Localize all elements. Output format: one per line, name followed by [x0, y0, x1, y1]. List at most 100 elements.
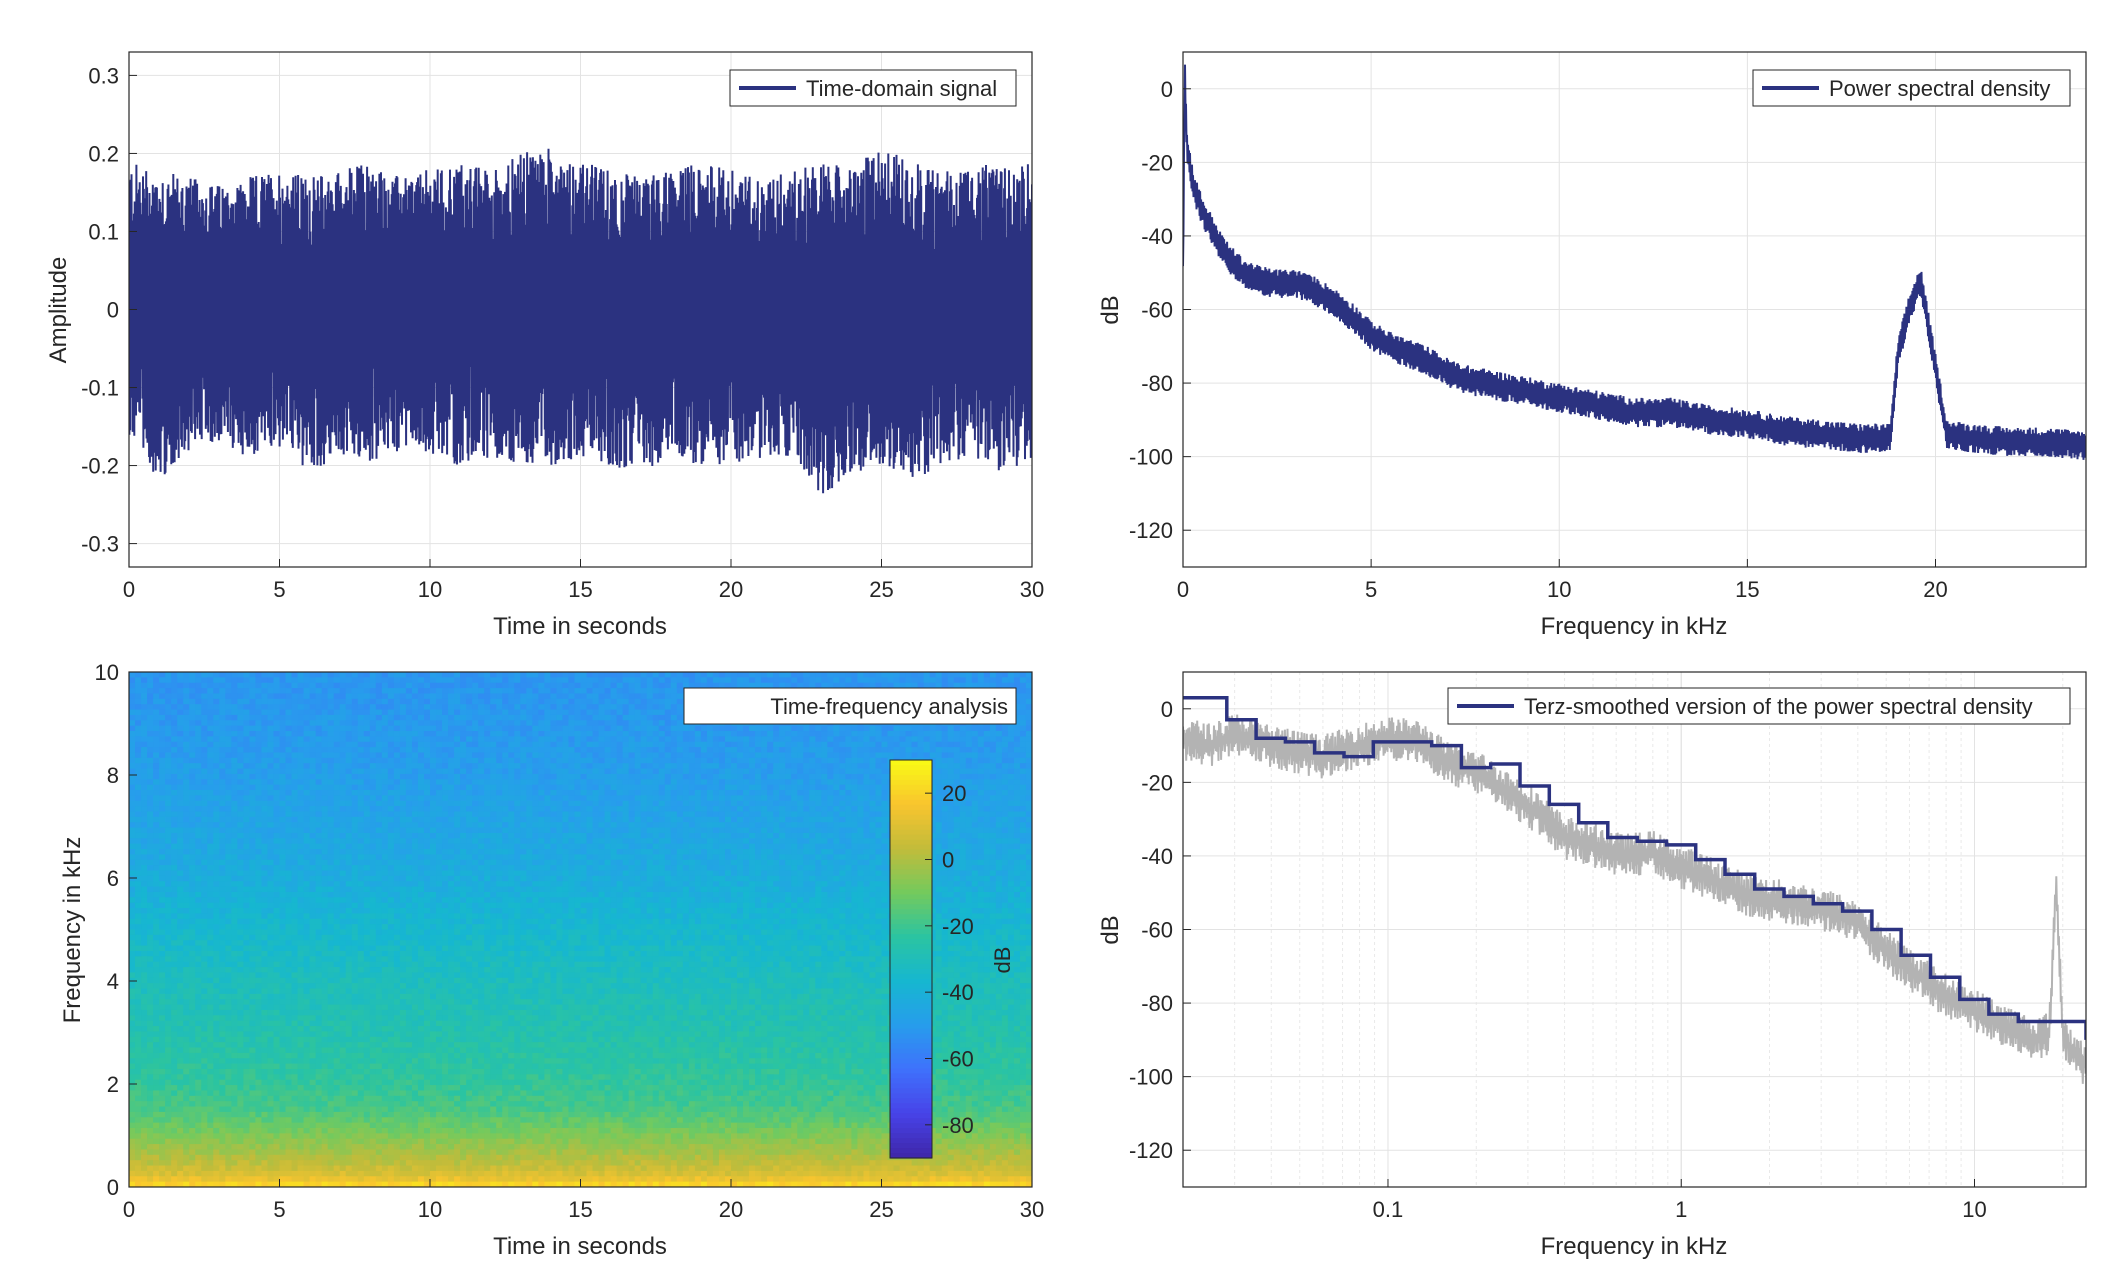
spectrogram-cell [634, 682, 642, 689]
spectrogram-cell [724, 800, 732, 807]
spectrogram-cell [827, 779, 834, 786]
spectrogram-cell [255, 714, 263, 721]
spectrogram-cell [399, 736, 407, 743]
spectrogram-cell [941, 757, 949, 764]
spectrogram-cell [538, 688, 545, 695]
spectrogram-cell [995, 822, 1003, 829]
spectrogram-cell [628, 720, 636, 727]
spectrogram-cell [634, 838, 642, 845]
spectrogram-cell [791, 790, 798, 796]
spectrogram-cell [839, 768, 846, 775]
spectrogram-cell [490, 709, 497, 716]
spectrogram-cell [315, 843, 323, 850]
spectrogram-cell [911, 736, 919, 743]
spectrogram-cell [821, 779, 828, 786]
spectrogram-cell [1007, 747, 1015, 754]
spectrogram-cell [484, 843, 491, 850]
spectrogram-cell [1001, 827, 1009, 834]
spectrogram-cell [670, 693, 678, 700]
spectrogram-cell [490, 822, 497, 829]
spectrogram-cell [737, 806, 744, 813]
spectrogram-cell [959, 822, 967, 829]
spectrogram-cell [743, 773, 750, 780]
spectrogram-cell [706, 784, 714, 791]
spectrogram-cell [171, 698, 178, 705]
spectrogram-cell [273, 725, 281, 732]
spectrogram-cell [592, 720, 600, 727]
spectrogram-cell [399, 784, 407, 791]
spectrogram-cell [417, 709, 425, 716]
spectrogram-cell [694, 736, 702, 743]
spectrogram-cell [1001, 725, 1009, 732]
spectrogram-cell [965, 790, 973, 796]
spectrogram-cell [550, 741, 558, 748]
spectrogram-cell [935, 832, 943, 839]
spectrogram-cell [387, 725, 395, 732]
spectrogram-cell [839, 838, 846, 845]
spectrogram-cell [460, 682, 467, 689]
spectrogram-cell [321, 827, 329, 834]
spectrogram-cell [977, 800, 985, 807]
spectrogram-cell [652, 763, 660, 770]
spectrogram-cell [839, 773, 846, 780]
spectrogram-cell [881, 725, 889, 732]
spectrogram-cell [279, 838, 287, 845]
spectrogram-cell [351, 731, 359, 737]
spectrogram-cell [731, 725, 738, 732]
spectrogram-cell [207, 752, 214, 759]
spectrogram-cell [261, 725, 269, 732]
spectrogram-cell [219, 790, 226, 796]
spectrogram-cell [327, 682, 335, 689]
spectrogram-cell [532, 838, 539, 845]
spectrogram-cell [544, 795, 551, 802]
spectrogram-cell [664, 773, 672, 780]
spectrogram-cell [983, 811, 991, 818]
spectrogram-cell [399, 677, 407, 684]
spectrogram-cell [574, 827, 582, 834]
spectrogram-cell [339, 752, 347, 759]
spectrogram-cell [640, 704, 648, 711]
spectrogram-cell [490, 784, 497, 791]
spectrogram-cell [387, 757, 395, 764]
spectrogram-cell [177, 790, 184, 796]
spectrogram-cell [532, 704, 539, 711]
spectrogram-cell [327, 779, 335, 786]
spectrogram-cell [989, 838, 997, 845]
spectrogram-cell [761, 779, 768, 786]
spectrogram-cell [430, 725, 437, 732]
spectrogram-cell [743, 790, 750, 796]
spectrogram-cell [255, 747, 263, 754]
spectrogram-cell [159, 757, 166, 764]
spectrogram-cell [430, 677, 437, 684]
spectrogram-cell [177, 693, 184, 700]
spectrogram-cell [303, 806, 311, 813]
spectrogram-cell [761, 838, 768, 845]
spectrogram-cell [586, 725, 594, 732]
spectrogram-cell [845, 795, 852, 802]
spectrogram-cell [803, 672, 810, 678]
spectrogram-cell [1025, 725, 1032, 732]
spectrogram-cell [845, 779, 852, 786]
spectrogram-cell [544, 811, 551, 818]
spectrogram-cell [490, 682, 497, 689]
spectrogram-cell [556, 731, 564, 737]
spectrogram-cell [141, 704, 148, 711]
signal-xtick-label: 15 [568, 577, 592, 602]
spectrogram-cell [520, 720, 527, 727]
spectrogram-cell [977, 779, 985, 786]
spectrogram-cell [466, 731, 473, 737]
spectrogram-cell [327, 816, 335, 823]
spectrogram-cell [333, 784, 341, 791]
spectrogram-cell [231, 682, 238, 689]
spectrogram-cell [417, 714, 425, 721]
spectrogram-cell [508, 725, 515, 732]
spectrogram-cell [417, 688, 425, 695]
spectrogram-cell [327, 790, 335, 796]
spectrogram-cell [430, 827, 437, 834]
spectrogram-cell [580, 720, 588, 727]
spectrogram-cell [646, 843, 654, 850]
spectrogram-cell [809, 682, 816, 689]
spectrogram-cell [851, 795, 859, 802]
spectrogram-cell [339, 725, 347, 732]
spectrogram-cell [195, 822, 202, 829]
